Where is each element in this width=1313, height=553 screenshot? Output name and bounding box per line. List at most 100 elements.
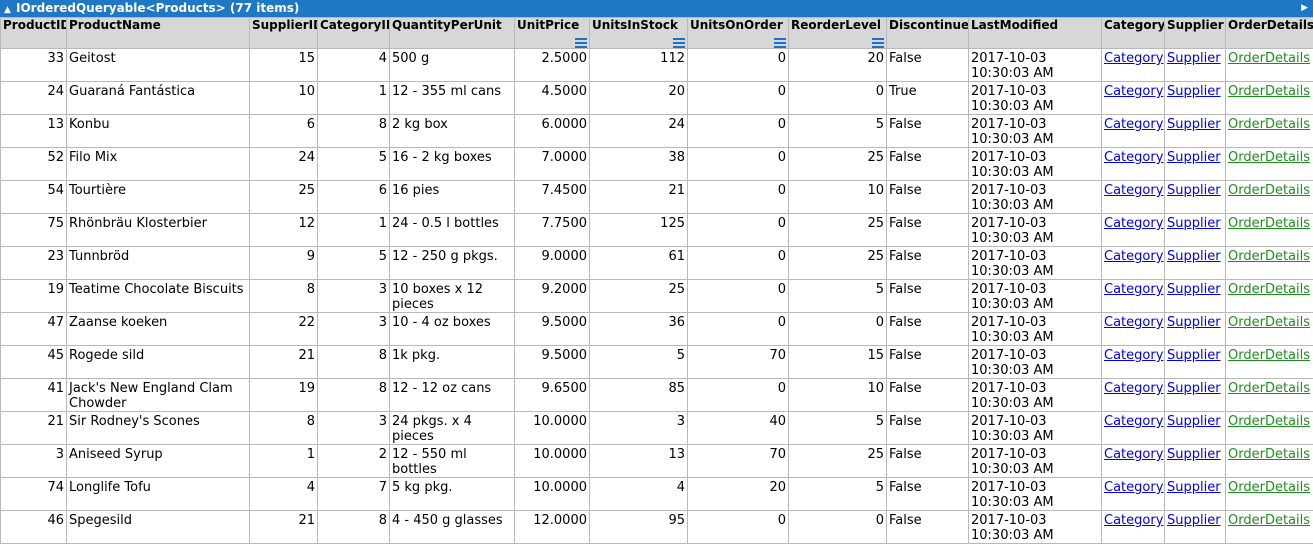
column-header-unitsonorder[interactable]: UnitsOnOrder	[687, 17, 789, 49]
supplier-link[interactable]: Supplier	[1167, 117, 1221, 132]
supplier-link[interactable]: Supplier	[1167, 216, 1221, 231]
order-details-link[interactable]: OrderDetails	[1228, 513, 1311, 528]
category-link[interactable]: Category	[1104, 348, 1164, 363]
column-header-label: UnitPrice	[517, 18, 580, 33]
category-link[interactable]: Category	[1104, 216, 1164, 231]
table-row: 45 Rogede sild 21 8 1k pkg. 9.5000 5 70 15 False 2…	[0, 345, 1313, 379]
order-details-link[interactable]: OrderDetails	[1228, 381, 1311, 396]
category-link[interactable]: Category	[1104, 480, 1164, 495]
cell-last-modified: 2017-10-03 10:30:03 AM	[968, 48, 1102, 82]
cell-discontinued: False	[886, 411, 969, 445]
category-link[interactable]: Category	[1104, 381, 1164, 396]
category-link[interactable]: Category	[1104, 513, 1164, 528]
order-details-link: OrderDetails	[1225, 411, 1313, 445]
column-totals-icon[interactable]	[673, 37, 685, 48]
column-header-category[interactable]: Category	[1101, 17, 1165, 49]
category-link[interactable]: Category	[1104, 249, 1164, 264]
order-details-link[interactable]: OrderDetails	[1228, 183, 1311, 198]
column-totals-icon[interactable]	[774, 37, 786, 48]
cell-quantity-per-unit: 16 pies	[389, 180, 515, 214]
supplier-link: Supplier	[1164, 213, 1226, 247]
order-details-link[interactable]: OrderDetails	[1228, 480, 1311, 495]
column-header-unitprice[interactable]: UnitPrice	[514, 17, 590, 49]
results-header-bar[interactable]: ▲ IOrderedQueryable<Products> (77 items)…	[0, 0, 1313, 17]
order-details-link[interactable]: OrderDetails	[1228, 84, 1311, 99]
order-details-link[interactable]: OrderDetails	[1228, 51, 1311, 66]
supplier-link[interactable]: Supplier	[1167, 348, 1221, 363]
table-row: 3 Aniseed Syrup 1 2 12 - 550 ml bottles 10.00…	[0, 444, 1313, 478]
column-header-orderdetails[interactable]: OrderDetails	[1225, 17, 1313, 49]
supplier-link[interactable]: Supplier	[1167, 249, 1221, 264]
category-link[interactable]: Category	[1104, 84, 1164, 99]
supplier-link[interactable]: Supplier	[1167, 513, 1221, 528]
column-header-productid[interactable]: ProductID	[0, 17, 67, 49]
cell-discontinued: False	[886, 444, 969, 478]
column-totals-icon[interactable]	[575, 37, 587, 48]
cell-product-name: Konbu	[66, 114, 250, 148]
category-link[interactable]: Category	[1104, 117, 1164, 132]
category-link: Category	[1101, 510, 1165, 544]
cell-product-name: Sir Rodney's Scones	[66, 411, 250, 445]
column-header-discontinued[interactable]: Discontinued	[886, 17, 969, 49]
order-details-link[interactable]: OrderDetails	[1228, 150, 1311, 165]
order-details-link[interactable]: OrderDetails	[1228, 216, 1311, 231]
order-details-link[interactable]: OrderDetails	[1228, 414, 1311, 429]
supplier-link[interactable]: Supplier	[1167, 183, 1221, 198]
table-row: 33 Geitost 15 4 500 g 2.5000 112 0 20 False 2017-1…	[0, 48, 1313, 82]
scroll-right-triangle-icon[interactable]: ▶	[1301, 3, 1308, 13]
category-link: Category	[1101, 477, 1165, 511]
column-header-productname[interactable]: ProductName	[66, 17, 250, 49]
category-link: Category	[1101, 246, 1165, 280]
supplier-link[interactable]: Supplier	[1167, 447, 1221, 462]
category-link[interactable]: Category	[1104, 150, 1164, 165]
order-details-link[interactable]: OrderDetails	[1228, 249, 1311, 264]
supplier-link[interactable]: Supplier	[1167, 414, 1221, 429]
supplier-link[interactable]: Supplier	[1167, 51, 1221, 66]
category-link[interactable]: Category	[1104, 447, 1164, 462]
supplier-link[interactable]: Supplier	[1167, 84, 1221, 99]
cell-supplier-id: 4	[249, 477, 318, 511]
supplier-link[interactable]: Supplier	[1167, 480, 1221, 495]
cell-discontinued: False	[886, 213, 969, 247]
cell-units-on-order: 0	[687, 246, 789, 280]
category-link[interactable]: Category	[1104, 51, 1164, 66]
supplier-link[interactable]: Supplier	[1167, 282, 1221, 297]
cell-unit-price: 9.2000	[514, 279, 590, 313]
column-header-supplier[interactable]: Supplier	[1164, 17, 1226, 49]
cell-supplier-id: 19	[249, 378, 318, 412]
cell-last-modified: 2017-10-03 10:30:03 AM	[968, 213, 1102, 247]
cell-last-modified: 2017-10-03 10:30:03 AM	[968, 180, 1102, 214]
category-link[interactable]: Category	[1104, 282, 1164, 297]
order-details-link[interactable]: OrderDetails	[1228, 282, 1311, 297]
column-header-unitsinstock[interactable]: UnitsInStock	[589, 17, 688, 49]
column-totals-icon[interactable]	[872, 37, 884, 48]
column-header-supplierid[interactable]: SupplierID	[249, 17, 318, 49]
column-header-lastmodified[interactable]: LastModified	[968, 17, 1102, 49]
column-header-label: OrderDetails	[1228, 18, 1313, 33]
category-link[interactable]: Category	[1104, 315, 1164, 330]
column-header-reorderlevel[interactable]: ReorderLevel	[788, 17, 887, 49]
cell-supplier-id: 22	[249, 312, 318, 346]
order-details-link: OrderDetails	[1225, 48, 1313, 82]
order-details-link: OrderDetails	[1225, 81, 1313, 115]
supplier-link[interactable]: Supplier	[1167, 315, 1221, 330]
cell-units-in-stock: 112	[589, 48, 688, 82]
cell-units-on-order: 0	[687, 180, 789, 214]
cell-supplier-id: 6	[249, 114, 318, 148]
cell-unit-price: 4.5000	[514, 81, 590, 115]
cell-product-id: 45	[0, 345, 67, 379]
order-details-link[interactable]: OrderDetails	[1228, 117, 1311, 132]
category-link[interactable]: Category	[1104, 183, 1164, 198]
table-row: 54 Tourtière 25 6 16 pies 7.4500 21 0 10 False 201…	[0, 180, 1313, 214]
column-header-quantityperunit[interactable]: QuantityPerUnit	[389, 17, 515, 49]
category-link[interactable]: Category	[1104, 414, 1164, 429]
collapse-triangle-icon[interactable]: ▲	[4, 5, 11, 15]
cell-discontinued: False	[886, 246, 969, 280]
supplier-link[interactable]: Supplier	[1167, 381, 1221, 396]
order-details-link[interactable]: OrderDetails	[1228, 348, 1311, 363]
cell-product-name: Longlife Tofu	[66, 477, 250, 511]
column-header-categoryid[interactable]: CategoryID	[317, 17, 390, 49]
supplier-link[interactable]: Supplier	[1167, 150, 1221, 165]
order-details-link[interactable]: OrderDetails	[1228, 315, 1311, 330]
order-details-link[interactable]: OrderDetails	[1228, 447, 1311, 462]
